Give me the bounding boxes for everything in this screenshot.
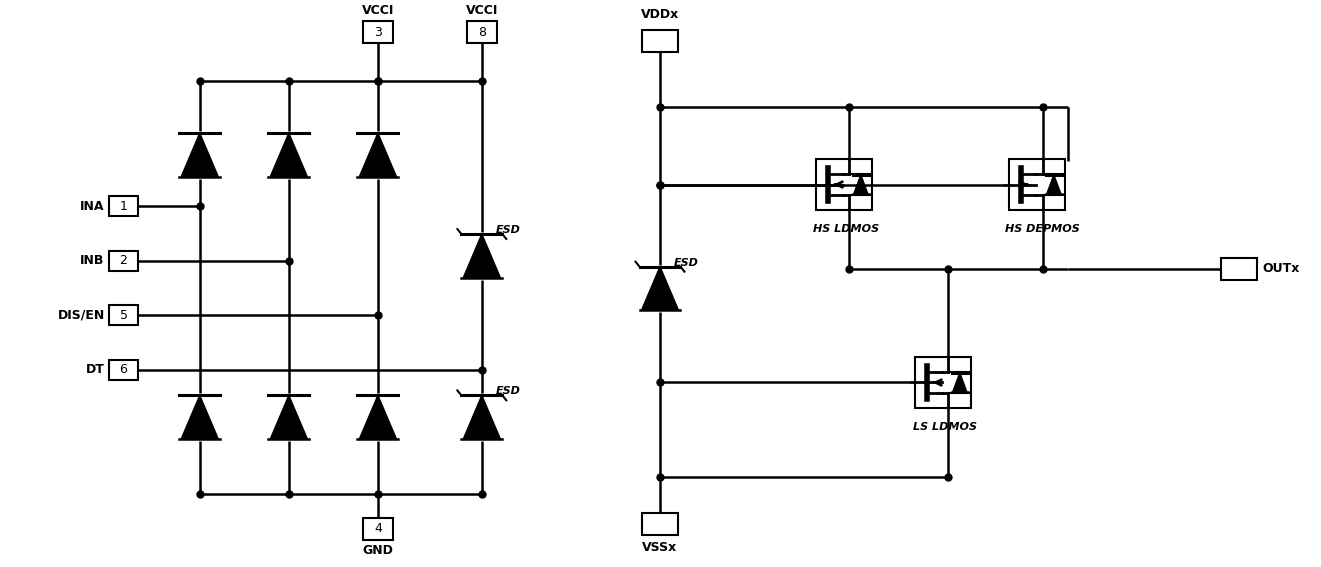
Text: DT: DT [86,363,104,376]
Bar [1008,159,1065,210]
Bar [108,251,139,270]
Polygon shape [853,175,868,194]
Polygon shape [464,395,501,439]
Text: 3: 3 [374,26,382,39]
Text: OUTx: OUTx [1263,262,1300,275]
Text: 6: 6 [120,363,127,376]
Text: 8: 8 [478,26,486,39]
Polygon shape [952,373,967,392]
Text: HS DEPMOS: HS DEPMOS [1005,224,1079,234]
Bar [815,159,872,210]
Text: ESD: ESD [495,225,520,235]
Polygon shape [181,133,218,176]
Text: 1: 1 [120,200,127,213]
Text: 5: 5 [119,308,128,321]
Polygon shape [642,266,679,310]
Bar [642,30,678,52]
Bar [363,518,392,540]
Polygon shape [181,395,218,439]
Bar [108,305,139,325]
Text: VCCI: VCCI [362,4,394,17]
Text: VDDx: VDDx [641,8,679,21]
Text: DIS/EN: DIS/EN [57,308,104,321]
Polygon shape [359,133,396,176]
Text: ESD: ESD [674,258,699,268]
Text: 2: 2 [120,254,127,267]
Text: INB: INB [81,254,104,267]
Text: HS LDMOS: HS LDMOS [814,224,880,234]
Text: LS LDMOS: LS LDMOS [913,422,978,432]
Bar [642,513,678,535]
Bar [108,196,139,216]
Bar [1221,258,1256,280]
Polygon shape [271,395,308,439]
Bar [468,21,497,43]
Polygon shape [271,133,308,176]
Polygon shape [359,395,396,439]
Bar [914,357,971,408]
Text: INA: INA [81,200,104,213]
Text: 4: 4 [374,522,382,535]
Text: VCCI: VCCI [465,4,498,17]
Text: VSSx: VSSx [642,541,678,554]
Bar [363,21,392,43]
Polygon shape [464,234,501,278]
Text: GND: GND [362,544,394,557]
Bar [108,359,139,379]
Polygon shape [1046,175,1061,194]
Text: ESD: ESD [495,386,520,396]
